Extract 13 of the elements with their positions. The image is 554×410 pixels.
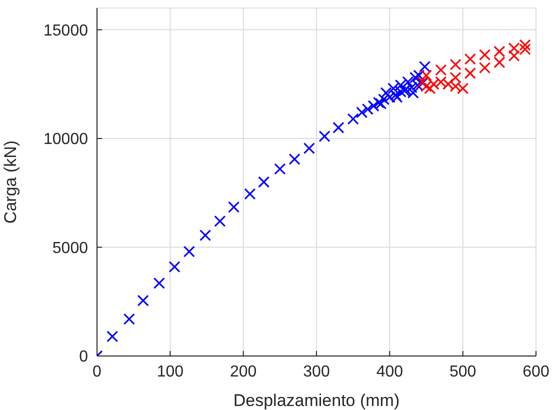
y-tick-label: 10000 <box>44 131 88 148</box>
y-tick-label: 15000 <box>44 22 88 40</box>
x-tick-label: 100 <box>156 363 184 380</box>
y-tick-label: 0 <box>79 348 88 366</box>
x-tick-label: 500 <box>449 363 476 380</box>
x-tick-label: 600 <box>522 363 550 380</box>
y-tick-label: 5000 <box>52 240 88 257</box>
x-tick-label: 0 <box>92 363 102 380</box>
x-axis-title: Desplazamiento (mm) <box>233 391 400 410</box>
x-tick-label: 200 <box>230 363 257 380</box>
x-tick-label: 300 <box>303 363 330 380</box>
x-tick-label: 400 <box>376 363 404 380</box>
y-axis-title: Carga (kN) <box>1 140 20 224</box>
